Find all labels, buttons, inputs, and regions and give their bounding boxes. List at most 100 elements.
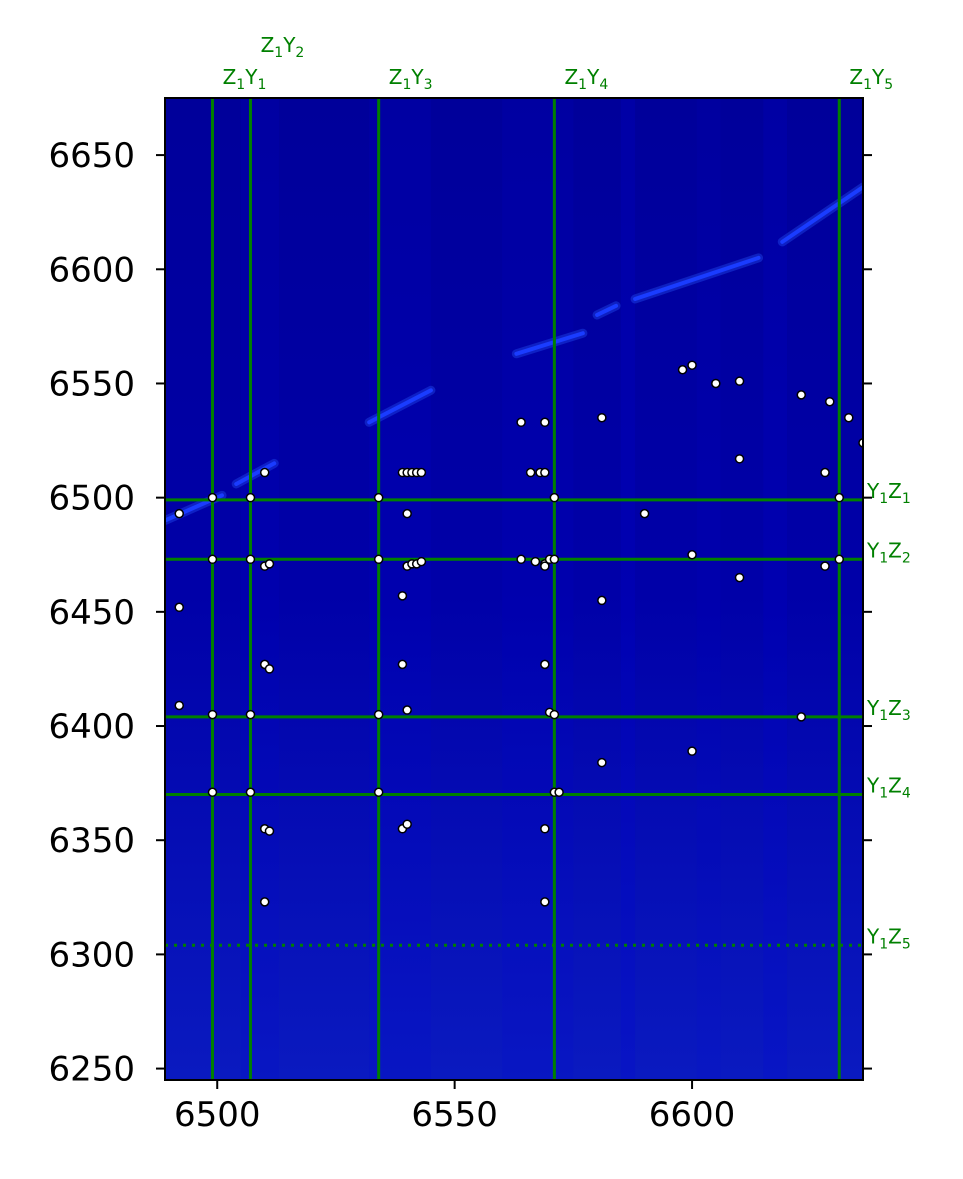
data-point [540,467,550,478]
x-tick-label: 6500 [174,1095,261,1135]
data-point [687,549,697,560]
diagonal-segment [234,461,277,486]
data-point [540,659,550,670]
x-tick-label: 6550 [411,1095,498,1135]
y-tick-label: 6600 [48,250,135,290]
data-point [373,554,384,565]
data-point [207,787,218,798]
data-point [540,561,550,571]
data-point [402,705,412,715]
data-point [516,554,526,565]
data-point [525,467,536,478]
heatmap-band [763,98,788,1080]
data-point [711,378,721,389]
data-point [245,554,256,565]
data-point [597,412,607,423]
diagonal-segment [780,185,863,244]
y-tick-label: 6500 [48,479,135,519]
data-point [174,602,184,613]
data-point [540,824,550,834]
diagonal-segment [633,255,761,301]
data-point [264,826,275,836]
data-point [597,757,607,768]
horizontal-line-label: Y1Z1 [866,479,911,507]
data-point [264,559,275,569]
data-point [174,508,184,519]
vertical-line-label: Z1Y4 [564,65,608,93]
data-point [734,376,745,386]
vertical-line-labels: Z1Y1 Z1Y2 Z1Y3 Z1Y4 Z1Y5 [223,33,894,93]
data-point [687,746,697,756]
y-tick-label: 6250 [48,1050,135,1090]
horizontal-line-label: Y1Z2 [866,538,911,566]
horizontal-line-labels: Y1Z1 Y1Z2 Y1Z3 Y1Z4 Y1Z5 [866,479,911,952]
data-point [373,787,384,798]
horizontal-line-label: Y1Z3 [866,696,911,724]
data-point [796,712,807,722]
data-point [264,664,275,674]
data-point [639,508,650,519]
y-tick-label: 6400 [48,707,135,747]
data-point [397,659,408,670]
horizontal-reference-lines [165,498,863,947]
data-point [549,709,560,720]
y-tick-label: 6650 [48,136,135,176]
data-point [834,554,845,565]
horizontal-line-label: Y1Z4 [866,774,911,802]
plot-area [164,97,864,1081]
y-tick-label: 6450 [48,593,135,633]
data-point [677,365,688,375]
data-point [549,492,560,503]
vertical-line-label: Z1Y1 [223,65,267,93]
data-point [259,897,270,907]
x-tick-label: 6600 [649,1095,736,1135]
vertical-line-label: Z1Y3 [389,65,433,93]
data-point [530,556,541,567]
horizontal-line-label: Y1Z5 [866,924,911,952]
data-point [734,572,745,583]
y-tick-label: 6300 [48,935,135,975]
data-point [245,787,256,798]
data-point [820,467,830,478]
y-tick-label: 6350 [48,821,135,861]
diagonal-segment [595,303,619,317]
data-point [397,591,408,601]
y-tick-label: 6550 [48,364,135,404]
data-point [820,561,830,571]
data-point [516,417,526,428]
x-axis: 6500 6550 6600 [174,1080,735,1135]
heatmap-band [696,98,721,1080]
data-point [734,454,745,464]
data-point [373,709,384,720]
data-point [825,396,835,407]
data-point [597,595,607,606]
data-point [416,556,427,567]
data-point [416,467,427,478]
data-point [540,897,550,907]
vertical-line-label: Z1Y5 [849,65,893,93]
vertical-reference-lines [210,98,841,1080]
data-point [844,412,854,423]
data-point [207,709,218,720]
data-point [540,417,550,428]
data-point [402,819,412,829]
heatmap-band [502,98,574,1080]
data-point [245,492,256,503]
heatmap-band [240,98,279,1080]
heatmap-diagonal-feature [165,182,863,525]
data-point [554,787,564,798]
heatmap-band [620,98,636,1080]
heatmap-column-bands [240,98,788,1080]
plot-frame [164,97,864,1081]
data-point [796,390,807,400]
data-point [207,492,218,503]
data-point [549,554,560,565]
vertical-line-label: Z1Y2 [261,33,305,61]
data-point [687,360,697,370]
data-point [373,492,384,503]
y-axis: 6250 6300 6350 6400 6450 6500 6550 6600 6650 [48,136,872,1090]
data-point [259,467,270,478]
data-point [402,508,412,519]
data-point [834,492,845,503]
